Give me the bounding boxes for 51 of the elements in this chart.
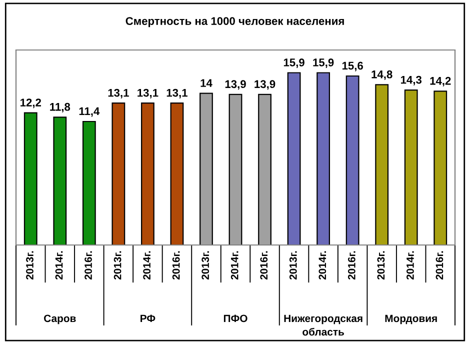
chart-title: Смертность на 1000 человек населения xyxy=(126,17,344,28)
bar xyxy=(53,116,67,245)
x-tick-label: 2014г. xyxy=(143,251,150,280)
text: Нижегородская область xyxy=(284,314,362,336)
x-tick-label: 2014г. xyxy=(318,251,326,280)
data-label: 13,1 xyxy=(166,88,188,98)
data-label: 11,8 xyxy=(50,102,70,112)
bar xyxy=(375,84,389,245)
bar xyxy=(112,102,126,245)
data-label: 14,3 xyxy=(400,76,422,86)
data-label: 13,9 xyxy=(254,80,276,90)
x-tick-label: 2013г. xyxy=(377,251,385,280)
x-tick-label: 2013г. xyxy=(26,251,34,280)
bar xyxy=(170,102,184,245)
bar xyxy=(346,75,360,245)
x-tick-label: 2013г. xyxy=(114,251,122,280)
bar xyxy=(200,92,213,245)
text: РФ xyxy=(140,314,156,322)
data-label: 14 xyxy=(200,79,212,87)
data-label: 13,1 xyxy=(108,88,129,98)
text: Мордовия xyxy=(385,314,437,324)
data-label: 15,9 xyxy=(313,58,334,68)
bar xyxy=(24,112,38,245)
bar xyxy=(287,72,301,245)
bar xyxy=(258,94,272,245)
x-tick-label: 2016г. xyxy=(84,251,92,280)
data-label: 14,2 xyxy=(430,76,451,86)
bar xyxy=(141,102,154,245)
x-tick-label: 2014г. xyxy=(230,251,238,280)
data-label: 15,6 xyxy=(342,62,363,72)
data-label: 13,9 xyxy=(225,80,246,90)
text: Саров xyxy=(44,314,76,324)
data-label: 14,8 xyxy=(372,70,392,80)
data-label: 15,9 xyxy=(284,58,304,68)
bar xyxy=(404,90,418,245)
x-tick-label: 2016г. xyxy=(172,251,180,280)
text: ПФО xyxy=(224,314,248,322)
data-label: 12,2 xyxy=(20,98,41,108)
x-tick-label: 2013г. xyxy=(289,251,297,280)
bar xyxy=(316,72,330,245)
data-label: 13,1 xyxy=(138,88,158,98)
bar xyxy=(82,120,96,245)
data-label: 11,4 xyxy=(79,107,100,117)
bar xyxy=(228,94,242,245)
x-tick-label: 2016г. xyxy=(260,251,268,280)
x-tick-label: 2013г. xyxy=(202,251,210,280)
x-tick-label: 2014г. xyxy=(55,251,63,280)
bar xyxy=(434,90,448,245)
x-tick-label: 2016г. xyxy=(436,251,444,280)
x-tick-label: 2014г. xyxy=(406,251,414,280)
x-tick-label: 2016г. xyxy=(348,251,356,280)
